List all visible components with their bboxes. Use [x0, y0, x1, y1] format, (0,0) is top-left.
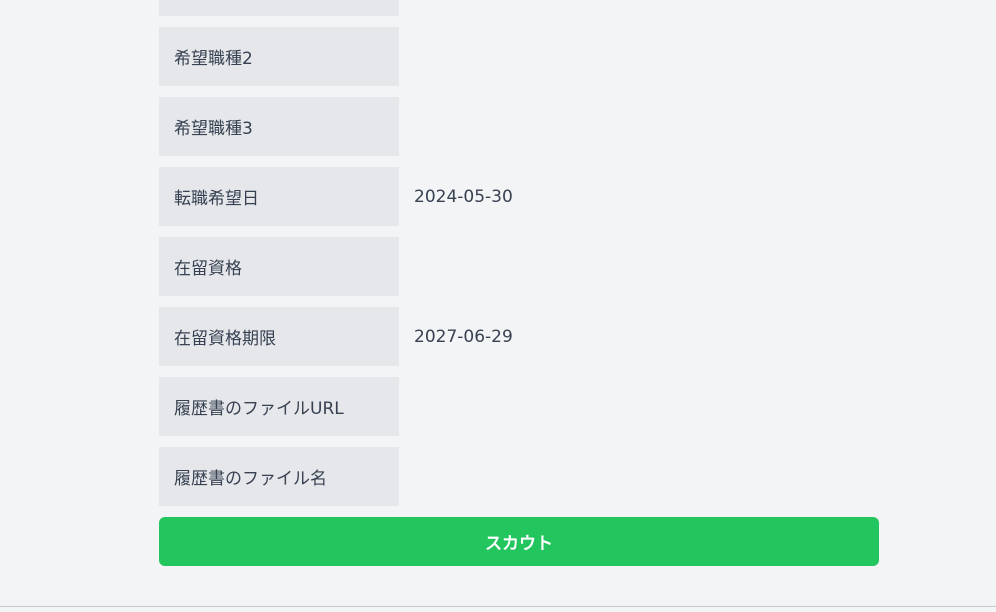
field-label: 希望職種2 — [159, 27, 399, 86]
detail-row: 希望職種2 — [159, 27, 879, 86]
field-label — [159, 0, 399, 16]
detail-row: 在留資格期限 2027-06-29 — [159, 307, 879, 366]
detail-row: 転職希望日 2024-05-30 — [159, 167, 879, 226]
field-label: 在留資格 — [159, 237, 399, 296]
detail-row: 履歴書のファイル名 — [159, 447, 879, 506]
field-label: 希望職種3 — [159, 97, 399, 156]
detail-row: 履歴書のファイルURL — [159, 377, 879, 436]
divider — [0, 606, 996, 607]
field-label: 履歴書のファイルURL — [159, 377, 399, 436]
field-value: 2027-06-29 — [414, 326, 513, 347]
detail-row: 在留資格 — [159, 237, 879, 296]
field-label: 転職希望日 — [159, 167, 399, 226]
field-value: 2024-05-30 — [414, 186, 513, 207]
field-label: 履歴書のファイル名 — [159, 447, 399, 506]
detail-row — [159, 0, 879, 16]
detail-row: 希望職種3 — [159, 97, 879, 156]
field-label: 在留資格期限 — [159, 307, 399, 366]
scout-button[interactable]: スカウト — [159, 517, 879, 566]
